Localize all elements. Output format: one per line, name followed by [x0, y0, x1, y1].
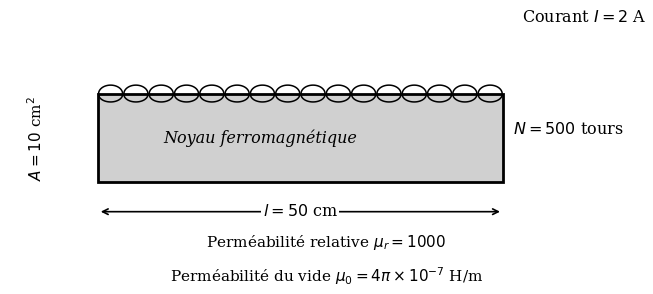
Text: Perméabilité du vide $\mu_0 = 4\pi \times 10^{-7}$ H/m: Perméabilité du vide $\mu_0 = 4\pi \time…	[170, 265, 483, 287]
Text: Courant $I = 2$ A: Courant $I = 2$ A	[522, 9, 646, 26]
Text: $l = 50$ cm: $l = 50$ cm	[263, 203, 338, 220]
Text: $A = 10$ cm$^2$: $A = 10$ cm$^2$	[27, 96, 45, 181]
Text: Perméabilité relative $\mu_r = 1000$: Perméabilité relative $\mu_r = 1000$	[206, 233, 447, 252]
Text: Noyau ferromagnétique: Noyau ferromagnétique	[163, 129, 357, 147]
Text: $N = 500$ tours: $N = 500$ tours	[513, 121, 623, 138]
Bar	[98, 94, 503, 182]
